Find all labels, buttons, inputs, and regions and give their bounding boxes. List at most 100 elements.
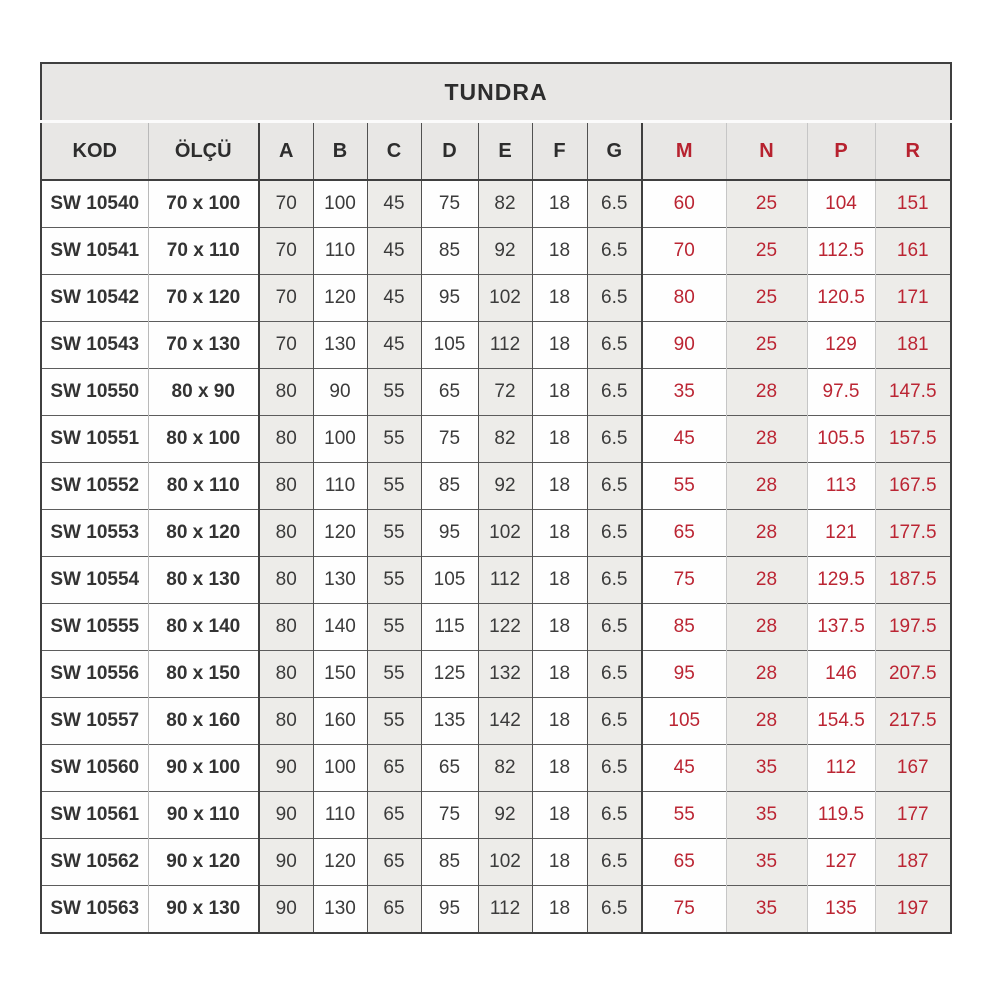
cell-r: 167 [874, 744, 952, 792]
cell-g: 6.5 [586, 509, 642, 557]
cell-a: 90 [258, 885, 313, 933]
column-header-e: E [477, 121, 532, 180]
cell-kod: SW 10541 [41, 227, 148, 275]
cell-a: 80 [258, 650, 313, 698]
cell-d: 95 [420, 509, 478, 557]
cell-g: 6.5 [586, 415, 642, 463]
cell-n: 25 [725, 227, 807, 275]
cell-c: 45 [366, 227, 421, 275]
column-header-g: G [586, 121, 642, 180]
cell-a: 80 [258, 462, 313, 510]
cell-olcu: 80 x 160 [147, 697, 259, 745]
cell-b: 160 [312, 697, 367, 745]
cell-e: 92 [477, 462, 532, 510]
cell-f: 18 [531, 321, 587, 369]
cell-f: 18 [531, 791, 587, 839]
cell-b: 120 [312, 274, 367, 322]
cell-a: 70 [258, 180, 313, 228]
cell-p: 121 [806, 509, 875, 557]
cell-n: 35 [725, 838, 807, 886]
cell-olcu: 70 x 100 [147, 180, 259, 228]
cell-p: 127 [806, 838, 875, 886]
cell-c: 45 [366, 321, 421, 369]
cell-r: 197 [874, 885, 952, 933]
cell-r: 151 [874, 180, 952, 228]
column-header-row: KOD ÖLÇÜ A B C D E F G M N P R [41, 121, 952, 180]
cell-e: 72 [477, 368, 532, 416]
table-row: SW 10543 70 x 130 70 130 45 105 112 18 6.5 90 25 12… [41, 321, 952, 369]
cell-e: 102 [477, 274, 532, 322]
cell-e: 132 [477, 650, 532, 698]
cell-d: 65 [420, 368, 478, 416]
cell-f: 18 [531, 415, 587, 463]
cell-a: 80 [258, 697, 313, 745]
cell-n: 28 [725, 368, 807, 416]
cell-n: 28 [725, 650, 807, 698]
cell-e: 102 [477, 509, 532, 557]
cell-kod: SW 10563 [41, 885, 148, 933]
column-header-f: F [531, 121, 587, 180]
cell-m: 95 [641, 650, 726, 698]
cell-b: 100 [312, 415, 367, 463]
cell-m: 60 [641, 180, 726, 228]
cell-m: 55 [641, 462, 726, 510]
cell-n: 28 [725, 603, 807, 651]
cell-e: 92 [477, 227, 532, 275]
cell-a: 80 [258, 415, 313, 463]
cell-p: 113 [806, 462, 875, 510]
cell-d: 85 [420, 227, 478, 275]
cell-m: 70 [641, 227, 726, 275]
cell-f: 18 [531, 838, 587, 886]
cell-r: 187.5 [874, 556, 952, 604]
cell-d: 95 [420, 885, 478, 933]
cell-m: 85 [641, 603, 726, 651]
cell-n: 35 [725, 791, 807, 839]
cell-r: 197.5 [874, 603, 952, 651]
cell-m: 90 [641, 321, 726, 369]
cell-kod: SW 10562 [41, 838, 148, 886]
cell-c: 55 [366, 415, 421, 463]
cell-p: 135 [806, 885, 875, 933]
cell-olcu: 70 x 120 [147, 274, 259, 322]
table-row: SW 10554 80 x 130 80 130 55 105 112 18 6.5 75 28 12… [41, 556, 952, 604]
cell-m: 55 [641, 791, 726, 839]
cell-p: 119.5 [806, 791, 875, 839]
cell-olcu: 90 x 110 [147, 791, 259, 839]
table-row: SW 10556 80 x 150 80 150 55 125 132 18 6.5 95 28 14… [41, 650, 952, 698]
cell-g: 6.5 [586, 321, 642, 369]
cell-kod: SW 10557 [41, 697, 148, 745]
column-header-kod: KOD [41, 121, 148, 180]
cell-kod: SW 10555 [41, 603, 148, 651]
cell-a: 70 [258, 227, 313, 275]
cell-r: 181 [874, 321, 952, 369]
cell-f: 18 [531, 368, 587, 416]
cell-p: 112.5 [806, 227, 875, 275]
cell-c: 55 [366, 603, 421, 651]
cell-a: 70 [258, 321, 313, 369]
cell-f: 18 [531, 274, 587, 322]
cell-n: 28 [725, 697, 807, 745]
cell-olcu: 80 x 100 [147, 415, 259, 463]
cell-g: 6.5 [586, 180, 642, 228]
cell-olcu: 80 x 110 [147, 462, 259, 510]
cell-r: 177.5 [874, 509, 952, 557]
cell-f: 18 [531, 603, 587, 651]
column-header-m: M [641, 121, 726, 180]
cell-r: 167.5 [874, 462, 952, 510]
cell-n: 25 [725, 321, 807, 369]
cell-g: 6.5 [586, 556, 642, 604]
cell-c: 65 [366, 744, 421, 792]
cell-olcu: 80 x 130 [147, 556, 259, 604]
cell-m: 105 [641, 697, 726, 745]
cell-b: 130 [312, 321, 367, 369]
cell-a: 80 [258, 368, 313, 416]
cell-a: 90 [258, 838, 313, 886]
table-row: SW 10553 80 x 120 80 120 55 95 102 18 6.5 65 28 121… [41, 509, 952, 557]
column-header-n: N [725, 121, 807, 180]
table-row: SW 10555 80 x 140 80 140 55 115 122 18 6.5 85 28 13… [41, 603, 952, 651]
cell-n: 28 [725, 415, 807, 463]
table-row: SW 10541 70 x 110 70 110 45 85 92 18 6.5 70 25 112.… [41, 227, 952, 275]
cell-p: 137.5 [806, 603, 875, 651]
cell-d: 105 [420, 556, 478, 604]
cell-olcu: 80 x 90 [147, 368, 259, 416]
